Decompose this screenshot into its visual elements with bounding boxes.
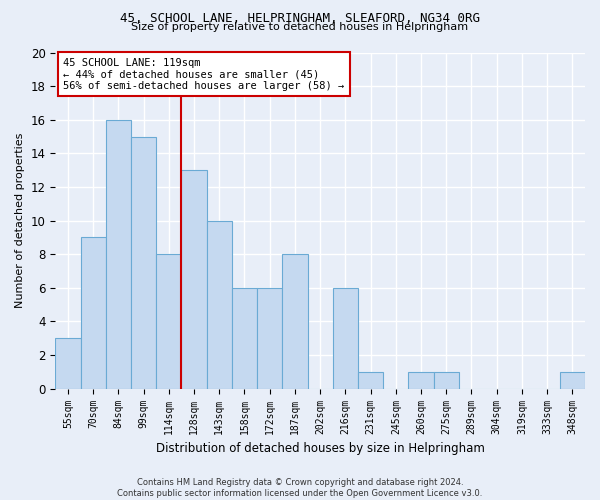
Bar bbox=[434, 372, 459, 388]
Bar bbox=[358, 372, 383, 388]
Bar bbox=[181, 170, 206, 388]
Bar bbox=[156, 254, 181, 388]
Bar bbox=[283, 254, 308, 388]
Bar bbox=[206, 220, 232, 388]
Text: 45 SCHOOL LANE: 119sqm
← 44% of detached houses are smaller (45)
56% of semi-det: 45 SCHOOL LANE: 119sqm ← 44% of detached… bbox=[63, 58, 344, 90]
Text: Contains HM Land Registry data © Crown copyright and database right 2024.
Contai: Contains HM Land Registry data © Crown c… bbox=[118, 478, 482, 498]
Y-axis label: Number of detached properties: Number of detached properties bbox=[15, 133, 25, 308]
Bar bbox=[333, 288, 358, 388]
Bar bbox=[80, 238, 106, 388]
Text: Size of property relative to detached houses in Helpringham: Size of property relative to detached ho… bbox=[131, 22, 469, 32]
X-axis label: Distribution of detached houses by size in Helpringham: Distribution of detached houses by size … bbox=[156, 442, 485, 455]
Text: 45, SCHOOL LANE, HELPRINGHAM, SLEAFORD, NG34 0RG: 45, SCHOOL LANE, HELPRINGHAM, SLEAFORD, … bbox=[120, 12, 480, 26]
Bar bbox=[560, 372, 585, 388]
Bar bbox=[257, 288, 283, 388]
Bar bbox=[409, 372, 434, 388]
Bar bbox=[232, 288, 257, 388]
Bar bbox=[131, 136, 156, 388]
Bar bbox=[55, 338, 80, 388]
Bar bbox=[106, 120, 131, 388]
